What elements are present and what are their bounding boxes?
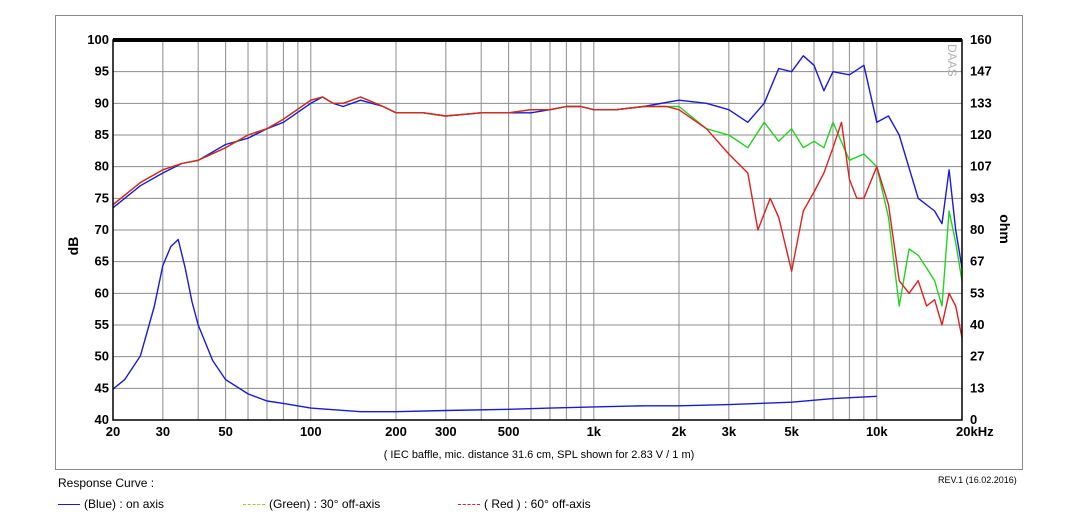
- series-green-30deg: [112, 96, 963, 307]
- revision-label: REV.1 (16.02.2016): [938, 475, 1017, 485]
- y2-tick-label: 107: [970, 159, 992, 174]
- y2-tick-label: 120: [970, 127, 992, 142]
- y-tick-label: 100: [87, 32, 109, 47]
- x-tick-label: 200: [385, 424, 407, 439]
- y-tick-label: 50: [95, 349, 109, 364]
- legend-item-blue: (Blue) : on axis: [58, 497, 164, 511]
- x-axis-caption: ( IEC baffle, mic. distance 31.6 cm, SPL…: [384, 449, 695, 461]
- y2-tick-label: 147: [970, 64, 992, 79]
- legend-label-red: ( Red ) : 60° off-axis: [484, 497, 591, 511]
- series-blue-on-axis: [112, 55, 963, 269]
- x-tick-label: 50: [218, 424, 232, 439]
- y2-tick-label: 13: [970, 380, 984, 395]
- y2-tick-label: 0: [970, 412, 977, 427]
- x-tick-label: 5k: [784, 424, 799, 439]
- y-tick-label: 80: [95, 159, 109, 174]
- tick-labels: 40 45 50 55 60 65 70 75 80 85 90 95 100 0 13 27 40 53 67 80…: [87, 32, 994, 439]
- frequency-response-chart: DAAS 40 45 50 55 60 65 70 75 80 85 90 95 100 0 13 27 40 5…: [65, 32, 1013, 461]
- x-tick-label: 10k: [866, 424, 888, 439]
- x-tick-label: 300: [435, 424, 457, 439]
- x-tick-label: 20kHz: [956, 424, 994, 439]
- legend-swatch-red: [458, 503, 480, 505]
- y-tick-label: 65: [95, 254, 109, 269]
- y-tick-label: 40: [95, 412, 109, 427]
- y2-tick-label: 160: [970, 32, 992, 47]
- chart-frame: DAAS 40 45 50 55 60 65 70 75 80 85 90 95 100 0 13 27 40 5…: [55, 15, 1023, 470]
- x-tick-label: 20: [106, 424, 120, 439]
- x-tick-label: 500: [498, 424, 520, 439]
- x-tick-label: 30: [156, 424, 170, 439]
- x-tick-label: 1k: [587, 424, 602, 439]
- y2-tick-label: 27: [970, 349, 984, 364]
- legend-item-red: ( Red ) : 60° off-axis: [458, 497, 591, 511]
- legend-label-green: (Green) : 30° off-axis: [269, 497, 381, 511]
- legend-label-blue: (Blue) : on axis: [84, 497, 165, 511]
- y2-tick-label: 93: [970, 190, 984, 205]
- y-tick-label: 55: [95, 317, 109, 332]
- x-tick-label: 3k: [722, 424, 737, 439]
- y2-tick-label: 133: [970, 95, 992, 110]
- y-tick-label: 45: [95, 380, 109, 395]
- legend-item-green: (Green) : 30° off-axis: [243, 497, 380, 511]
- series-impedance: [112, 238, 877, 413]
- y-tick-label: 70: [95, 222, 109, 237]
- legend-title: Response Curve :: [58, 476, 155, 490]
- y-axis-label: dB: [65, 237, 81, 256]
- series-red-60deg: [112, 96, 963, 338]
- y-tick-label: 85: [95, 127, 109, 142]
- y2-axis-label: ohm: [997, 214, 1013, 244]
- y2-tick-label: 53: [970, 285, 984, 300]
- watermark: DAAS: [945, 44, 959, 77]
- y2-tick-label: 80: [970, 222, 984, 237]
- y2-tick-label: 40: [970, 317, 984, 332]
- axes: [112, 38, 963, 421]
- watermark-text: DAAS: [945, 44, 959, 77]
- legend-swatch-green: [243, 503, 265, 505]
- y-tick-label: 75: [95, 190, 109, 205]
- legend-swatch-blue: [58, 503, 80, 505]
- series-layer: [112, 55, 963, 413]
- y2-tick-label: 67: [970, 254, 984, 269]
- x-tick-label: 2k: [672, 424, 687, 439]
- y-tick-label: 95: [95, 64, 109, 79]
- y-tick-label: 60: [95, 285, 109, 300]
- grid: [112, 39, 963, 421]
- x-tick-label: 100: [300, 424, 322, 439]
- y-tick-label: 90: [95, 95, 109, 110]
